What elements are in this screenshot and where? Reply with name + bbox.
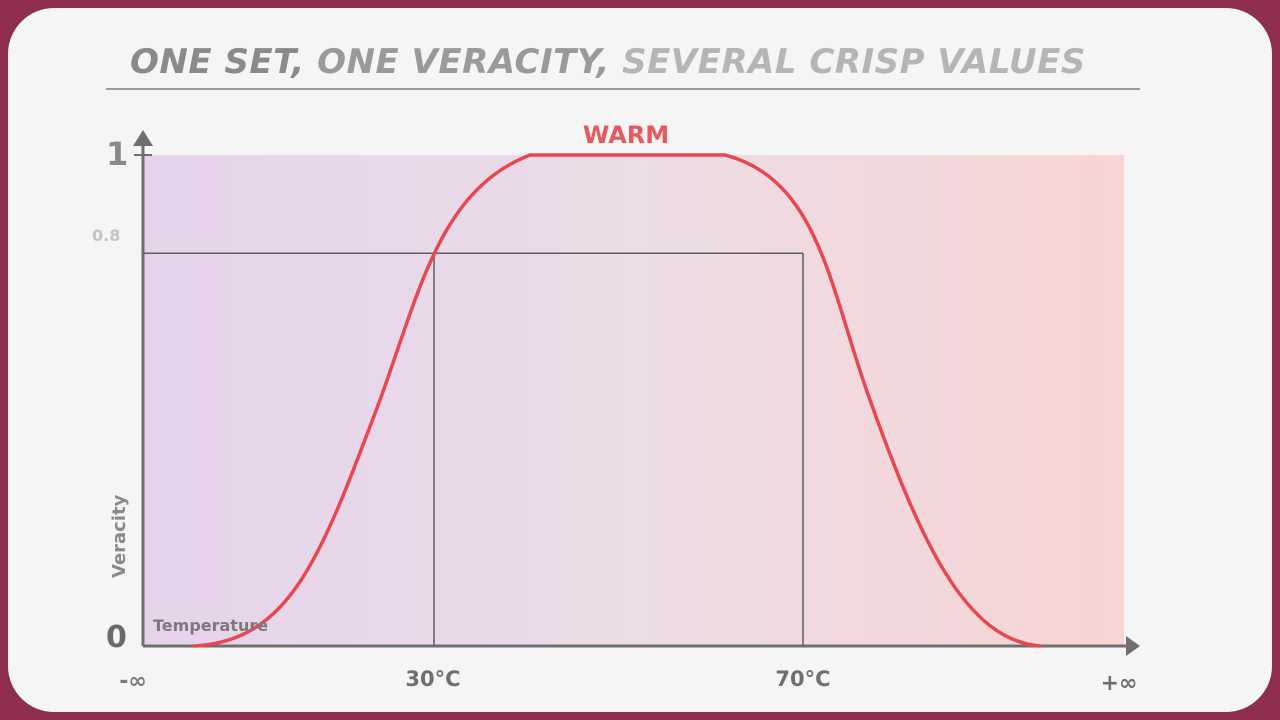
y-tick-label-0-8: 0.8 [92, 226, 120, 245]
y-tick-label-0: 0 [106, 620, 127, 655]
x-tick-label-30c: 30°C [405, 667, 460, 691]
x-tick-label-neg-inf: -∞ [119, 669, 146, 694]
warm-membership-curve [193, 153, 1042, 648]
y-tick-label-1: 1 [106, 135, 128, 173]
x-axis-arrow-icon [1126, 636, 1140, 656]
y-axis-title: Veracity [109, 494, 130, 578]
x-tick-label-pos-inf: +∞ [1101, 671, 1138, 696]
x-tick-label-70c: 70°C [775, 667, 830, 691]
title-part-1: ONE SET, [130, 42, 305, 82]
y-axis-arrow-icon [133, 130, 153, 146]
title-part-3: SEVERAL CRISP VALUES [622, 42, 1086, 82]
title-part-2: ONE VERACITY, [317, 42, 610, 82]
plot-background [144, 155, 1124, 645]
x-axis-title: Temperature [153, 616, 268, 635]
series-label-warm: WARM [583, 121, 669, 149]
title-underline [106, 88, 1140, 90]
slide-title: ONE SET, ONE VERACITY, SEVERAL CRISP VAL… [130, 42, 1086, 82]
